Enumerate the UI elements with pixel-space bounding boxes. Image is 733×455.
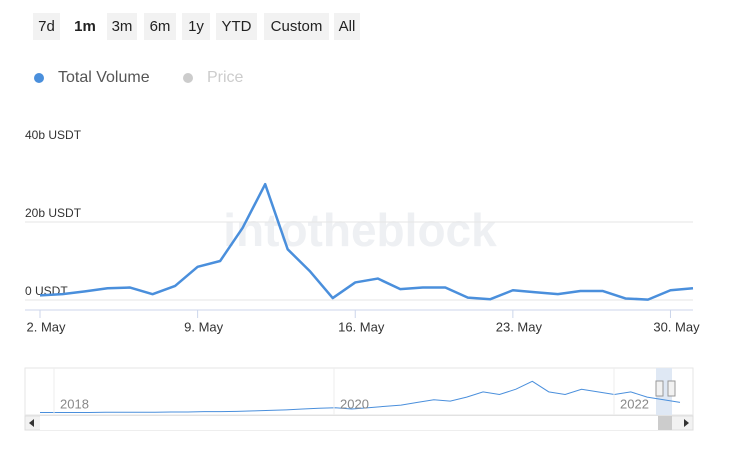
range-button[interactable] xyxy=(70,13,100,40)
navigator-series xyxy=(40,380,681,413)
range-button-label: YTD xyxy=(222,18,252,35)
range-button-label: All xyxy=(339,18,356,35)
range-button[interactable] xyxy=(182,13,210,40)
range-button-label: 7d xyxy=(38,18,55,35)
range-button-label: 3m xyxy=(112,18,133,35)
navigator-handle[interactable] xyxy=(655,380,664,397)
range-button[interactable] xyxy=(334,13,360,40)
scroll-right-arrow[interactable] xyxy=(684,419,689,427)
range-button-label: 6m xyxy=(150,18,171,35)
navigator-handle[interactable] xyxy=(667,380,676,397)
x-tick-label: 2. May xyxy=(26,319,66,334)
range-button-label: Custom xyxy=(271,18,323,35)
range-button[interactable] xyxy=(107,13,137,40)
scrollbar-thumb[interactable] xyxy=(658,416,672,430)
scroll-left-arrow[interactable] xyxy=(29,419,34,427)
range-button-label: 1m xyxy=(74,18,96,35)
x-tick-label: 9. May xyxy=(184,319,224,334)
range-button[interactable] xyxy=(216,13,257,40)
navigator-label: 2020 xyxy=(340,396,369,411)
watermark: intotheblock xyxy=(223,204,497,256)
y-tick-label: 20b USDT xyxy=(25,206,82,220)
navigator-frame xyxy=(24,367,694,416)
navigator-selection[interactable] xyxy=(656,368,672,415)
range-button[interactable] xyxy=(144,13,176,40)
range-button[interactable] xyxy=(264,13,329,40)
range-button[interactable] xyxy=(33,13,60,40)
navigator-label: 2022 xyxy=(620,396,649,411)
legend-label[interactable]: Price xyxy=(207,69,244,86)
legend-marker xyxy=(183,73,193,83)
x-tick-label: 30. May xyxy=(653,319,700,334)
range-button-label: 1y xyxy=(188,18,204,35)
y-tick-label: 40b USDT xyxy=(25,128,82,142)
x-tick-label: 23. May xyxy=(496,319,543,334)
line-series xyxy=(39,182,694,301)
legend-marker xyxy=(34,73,44,83)
navigator-label: 2018 xyxy=(60,396,89,411)
x-tick-label: 16. May xyxy=(338,319,385,334)
scrollbar-track xyxy=(40,416,658,430)
legend-label[interactable]: Total Volume xyxy=(58,69,150,86)
